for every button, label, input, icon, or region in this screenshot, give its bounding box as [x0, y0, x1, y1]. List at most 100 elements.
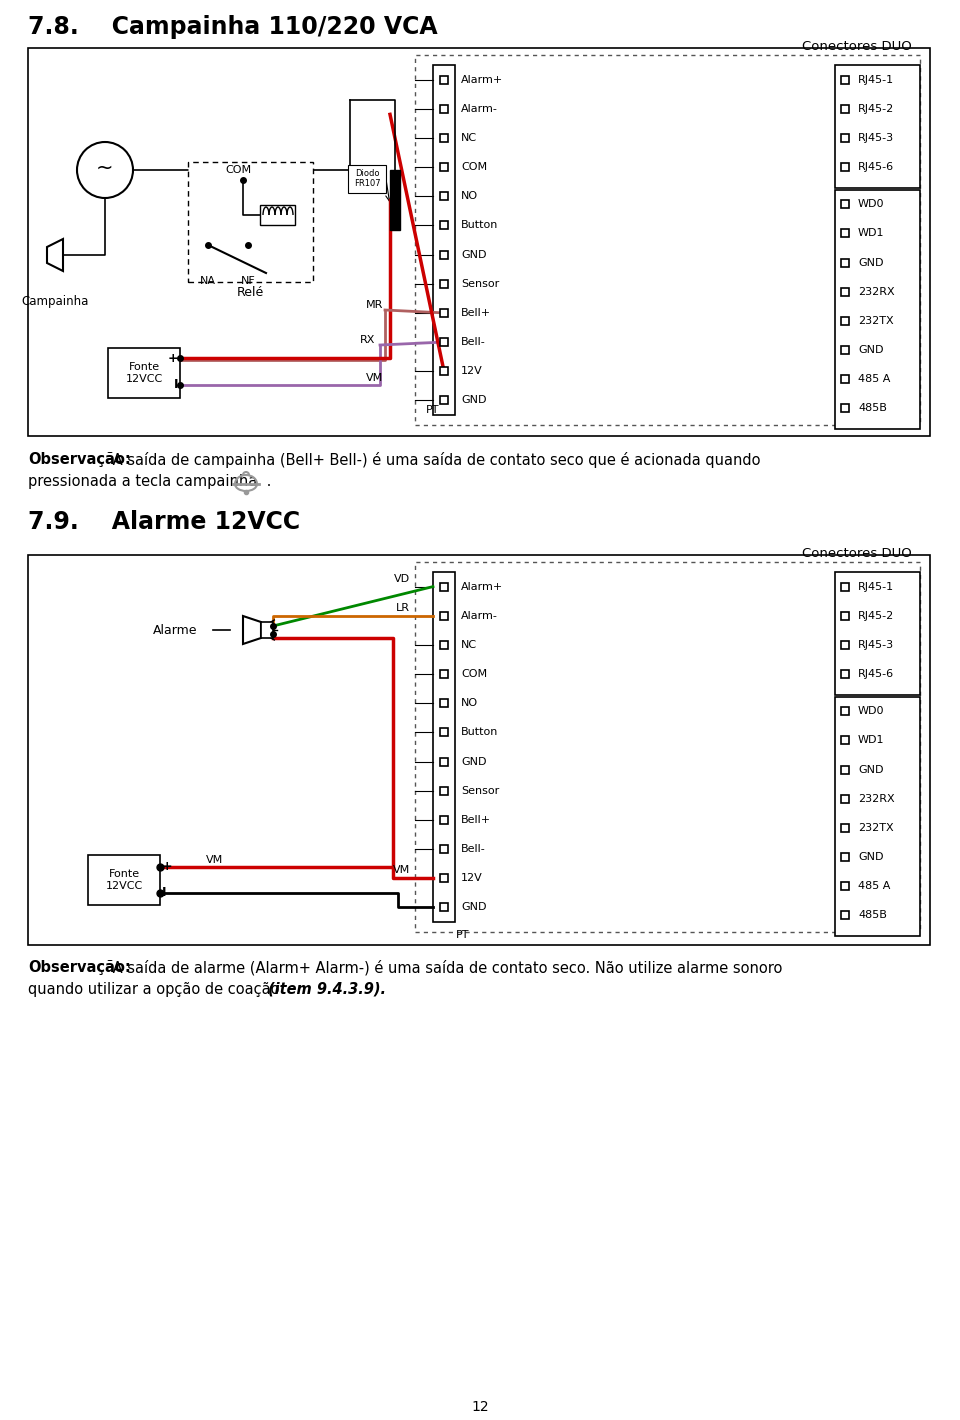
Text: GND: GND	[461, 250, 487, 260]
Text: +: +	[162, 861, 173, 873]
Bar	[841, 670, 849, 679]
Text: 12V: 12V	[461, 873, 483, 883]
Text: NC: NC	[461, 133, 477, 143]
Text: 12V: 12V	[461, 366, 483, 376]
Bar	[841, 765, 849, 774]
Text: NF: NF	[241, 275, 255, 285]
Bar	[841, 582, 849, 591]
Bar	[440, 250, 448, 258]
Text: Campainha: Campainha	[21, 295, 88, 308]
Bar	[440, 612, 448, 619]
Bar	[415, 562, 920, 932]
Bar	[440, 310, 448, 317]
Text: 485B: 485B	[858, 910, 887, 920]
Bar	[841, 133, 849, 142]
Bar	[440, 105, 448, 112]
Bar	[841, 912, 849, 919]
Text: NA: NA	[200, 275, 216, 285]
Text: Button: Button	[461, 220, 498, 230]
Text: GND: GND	[858, 764, 883, 774]
Text: Relé: Relé	[237, 285, 264, 300]
Text: GND: GND	[858, 345, 883, 355]
Text: LR: LR	[396, 602, 410, 613]
Bar	[440, 582, 448, 591]
Bar	[440, 845, 448, 853]
Text: Bell+: Bell+	[461, 308, 492, 318]
Text: WD0: WD0	[858, 199, 884, 209]
Bar	[835, 697, 920, 936]
Bar	[440, 75, 448, 84]
Bar	[841, 375, 849, 383]
Bar	[841, 75, 849, 84]
Bar	[841, 824, 849, 832]
Bar	[348, 165, 386, 193]
Text: GND: GND	[858, 257, 883, 267]
Text: RJ45-2: RJ45-2	[858, 611, 895, 621]
Bar	[841, 163, 849, 170]
Bar	[841, 258, 849, 267]
Text: Bell+: Bell+	[461, 815, 492, 825]
Text: NO: NO	[461, 699, 478, 709]
Bar	[841, 853, 849, 861]
Text: COM: COM	[225, 165, 252, 175]
Text: Alarm+: Alarm+	[461, 582, 503, 592]
Bar	[440, 338, 448, 346]
Text: ~: ~	[96, 158, 113, 178]
Bar	[440, 699, 448, 707]
Text: 485 A: 485 A	[858, 882, 890, 892]
Text: 7.9.    Alarme 12VCC: 7.9. Alarme 12VCC	[28, 510, 300, 534]
Bar	[261, 622, 273, 638]
Text: COM: COM	[461, 669, 487, 679]
Bar	[440, 640, 448, 649]
Text: RJ45-1: RJ45-1	[858, 75, 894, 85]
Bar	[841, 737, 849, 744]
Text: A saída de alarme (Alarm+ Alarm-) é uma saída de contato seco. Não utilize alarm: A saída de alarme (Alarm+ Alarm-) é uma …	[108, 960, 782, 976]
Bar	[841, 288, 849, 295]
Bar	[841, 317, 849, 325]
Text: Observação:: Observação:	[28, 452, 131, 467]
Text: 485 A: 485 A	[858, 375, 890, 385]
Bar	[841, 882, 849, 890]
Text: Alarme: Alarme	[153, 623, 197, 636]
Bar	[440, 192, 448, 200]
Text: GND: GND	[461, 395, 487, 406]
Text: RJ45-3: RJ45-3	[858, 133, 894, 143]
Text: 232RX: 232RX	[858, 287, 895, 297]
Polygon shape	[47, 239, 63, 271]
Text: I: I	[174, 379, 178, 392]
Text: pressionada a tecla campainha: pressionada a tecla campainha	[28, 474, 257, 488]
Text: VM: VM	[206, 855, 224, 865]
Text: I: I	[162, 886, 166, 899]
Bar	[841, 640, 849, 649]
Text: Sensor: Sensor	[461, 785, 499, 795]
Bar	[390, 170, 400, 230]
Bar	[841, 105, 849, 112]
Bar	[433, 572, 455, 922]
Text: Fonte
12VCC: Fonte 12VCC	[106, 869, 143, 890]
Text: Alarm+: Alarm+	[461, 75, 503, 85]
Bar	[841, 405, 849, 412]
Bar	[440, 222, 448, 230]
Text: Alarm-: Alarm-	[461, 104, 498, 114]
Text: RX: RX	[360, 335, 375, 345]
Bar	[835, 572, 920, 694]
Text: RJ45-2: RJ45-2	[858, 104, 895, 114]
Bar	[440, 758, 448, 765]
Text: VM: VM	[366, 373, 383, 383]
Bar	[841, 230, 849, 237]
Bar	[260, 204, 295, 224]
Bar	[440, 903, 448, 912]
Bar	[440, 133, 448, 142]
Bar	[841, 795, 849, 802]
Text: VD: VD	[394, 574, 410, 584]
Bar	[28, 48, 930, 436]
Text: Conectores DUO: Conectores DUO	[803, 547, 912, 559]
Text: .: .	[262, 474, 272, 488]
Text: Bell-: Bell-	[461, 337, 486, 346]
Text: VM: VM	[393, 865, 410, 875]
Text: quando utilizar a opção de coação: quando utilizar a opção de coação	[28, 983, 284, 997]
Bar	[841, 200, 849, 209]
Text: RJ45-3: RJ45-3	[858, 640, 894, 650]
Text: (item 9.4.3.9).: (item 9.4.3.9).	[268, 983, 386, 997]
Text: 485B: 485B	[858, 403, 887, 413]
